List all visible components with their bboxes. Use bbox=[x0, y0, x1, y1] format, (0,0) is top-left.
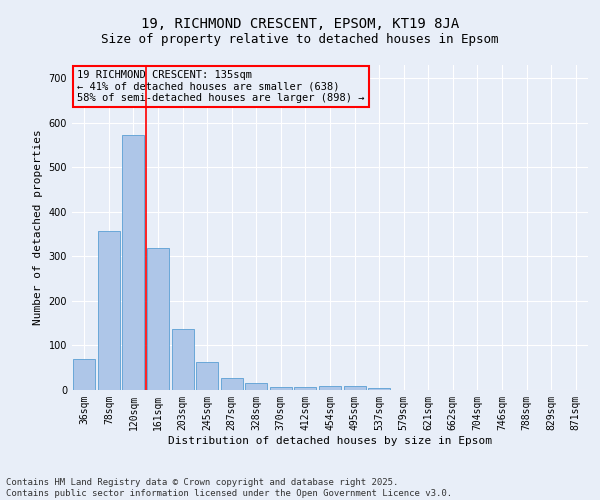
Bar bbox=[295, 388, 316, 390]
Bar bbox=[368, 388, 390, 390]
Bar bbox=[73, 359, 95, 390]
Bar bbox=[344, 386, 365, 390]
Bar bbox=[319, 386, 341, 390]
Bar bbox=[270, 387, 292, 390]
Text: 19, RICHMOND CRESCENT, EPSOM, KT19 8JA: 19, RICHMOND CRESCENT, EPSOM, KT19 8JA bbox=[141, 18, 459, 32]
Bar bbox=[172, 330, 194, 390]
Bar bbox=[122, 136, 145, 390]
Bar bbox=[147, 248, 169, 390]
Text: Contains HM Land Registry data © Crown copyright and database right 2025.
Contai: Contains HM Land Registry data © Crown c… bbox=[6, 478, 452, 498]
Bar bbox=[245, 383, 268, 390]
Text: Size of property relative to detached houses in Epsom: Size of property relative to detached ho… bbox=[101, 32, 499, 46]
Bar bbox=[196, 362, 218, 390]
Y-axis label: Number of detached properties: Number of detached properties bbox=[33, 130, 43, 326]
Bar bbox=[221, 378, 243, 390]
Text: 19 RICHMOND CRESCENT: 135sqm
← 41% of detached houses are smaller (638)
58% of s: 19 RICHMOND CRESCENT: 135sqm ← 41% of de… bbox=[77, 70, 365, 103]
Bar bbox=[98, 231, 120, 390]
X-axis label: Distribution of detached houses by size in Epsom: Distribution of detached houses by size … bbox=[168, 436, 492, 446]
